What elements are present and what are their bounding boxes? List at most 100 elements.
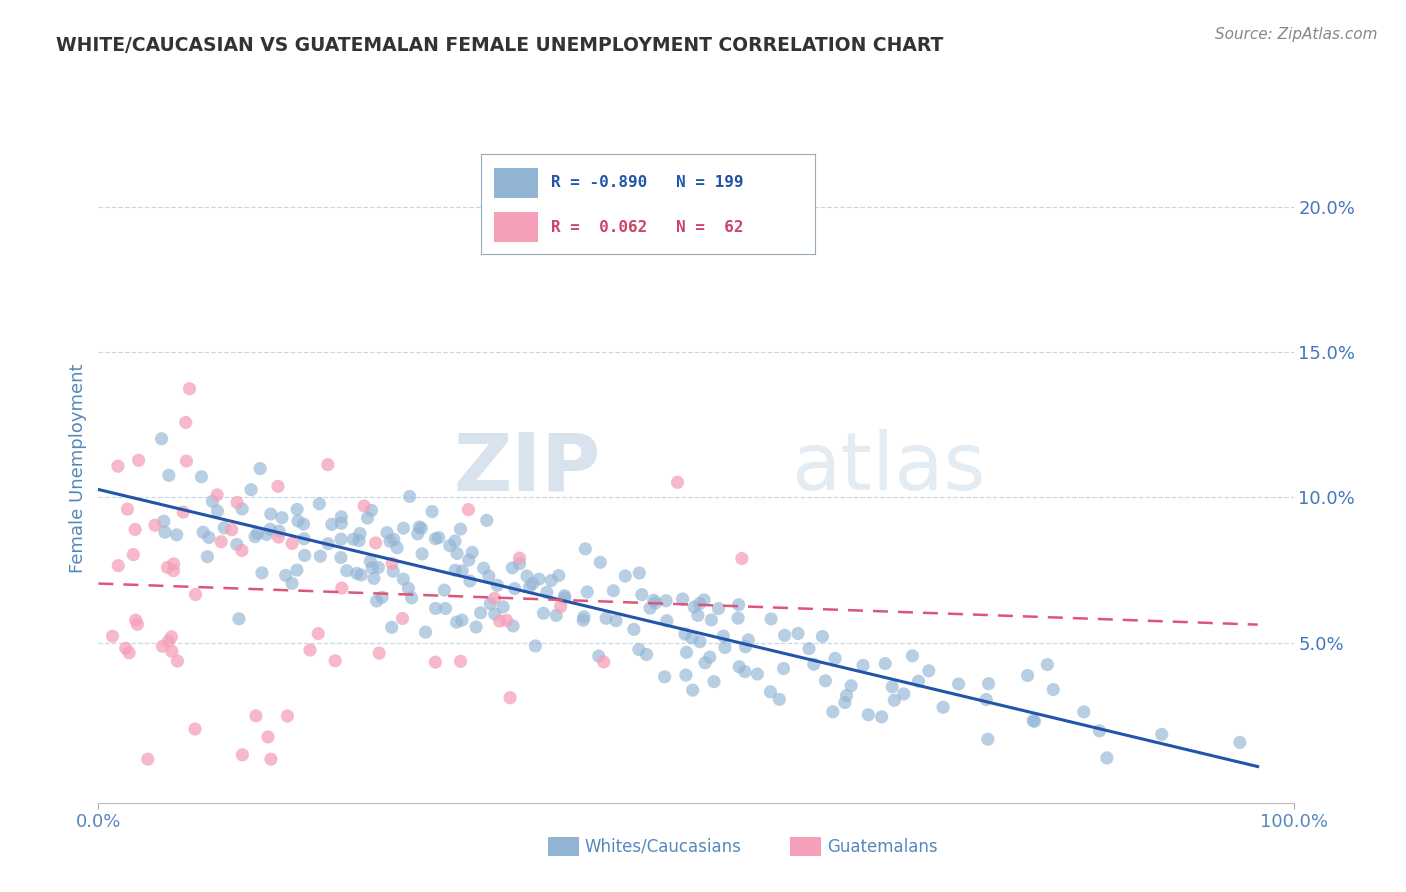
Point bbox=[797, 641, 820, 656]
Point bbox=[254, 527, 277, 541]
Point bbox=[439, 539, 461, 553]
Point bbox=[231, 543, 253, 558]
Point bbox=[727, 611, 749, 625]
Point bbox=[870, 710, 893, 724]
Point bbox=[803, 657, 825, 672]
Point bbox=[382, 564, 405, 578]
Point bbox=[136, 752, 159, 766]
Point bbox=[360, 503, 382, 517]
Point bbox=[536, 585, 558, 599]
Point bbox=[260, 507, 283, 521]
Point bbox=[605, 614, 627, 628]
Point bbox=[285, 563, 308, 577]
Point bbox=[250, 566, 273, 580]
Point bbox=[759, 685, 782, 699]
Point bbox=[231, 747, 253, 762]
Text: Whites/Caucasians: Whites/Caucasians bbox=[585, 838, 742, 855]
Point bbox=[623, 623, 645, 637]
Point bbox=[330, 581, 353, 595]
Point bbox=[321, 517, 343, 532]
Point bbox=[411, 521, 433, 535]
Bar bbox=[495, 168, 537, 198]
Point bbox=[427, 531, 450, 545]
Point bbox=[737, 632, 759, 647]
Point bbox=[714, 640, 737, 655]
Point bbox=[267, 530, 290, 544]
Point bbox=[285, 502, 308, 516]
Text: atlas: atlas bbox=[792, 429, 986, 508]
Point bbox=[444, 534, 467, 549]
Point bbox=[540, 574, 562, 588]
Point bbox=[101, 629, 124, 643]
Point bbox=[274, 568, 297, 582]
Point bbox=[364, 536, 387, 550]
Point bbox=[371, 591, 394, 605]
Point bbox=[381, 557, 404, 571]
Point bbox=[107, 459, 129, 474]
Point bbox=[1073, 705, 1095, 719]
Point bbox=[974, 692, 997, 706]
Point bbox=[231, 502, 253, 516]
Point bbox=[245, 709, 267, 723]
Point bbox=[316, 458, 339, 472]
Point bbox=[308, 497, 330, 511]
Point bbox=[484, 591, 506, 606]
Point bbox=[811, 630, 834, 644]
Point bbox=[638, 601, 661, 615]
Text: ZIP: ZIP bbox=[453, 429, 600, 508]
Point bbox=[773, 628, 796, 642]
Point bbox=[502, 619, 524, 633]
Point bbox=[434, 601, 457, 615]
Point bbox=[572, 613, 595, 627]
Point bbox=[457, 502, 479, 516]
Point bbox=[522, 576, 544, 591]
Bar bbox=[495, 212, 537, 242]
Point bbox=[450, 522, 472, 536]
Point bbox=[711, 629, 734, 643]
Point bbox=[122, 548, 145, 562]
Point bbox=[366, 594, 388, 608]
Point bbox=[281, 536, 304, 550]
Point bbox=[451, 613, 474, 627]
Point bbox=[184, 722, 207, 736]
Point bbox=[932, 700, 955, 714]
Point bbox=[172, 505, 194, 519]
Point bbox=[153, 525, 176, 540]
Point bbox=[307, 626, 329, 640]
Point bbox=[479, 597, 502, 611]
Point bbox=[893, 687, 915, 701]
Point bbox=[503, 582, 526, 596]
Point bbox=[209, 534, 232, 549]
Point bbox=[201, 494, 224, 508]
Point bbox=[190, 470, 212, 484]
Text: R =  0.062   N =  62: R = 0.062 N = 62 bbox=[551, 219, 744, 235]
Point bbox=[824, 651, 846, 665]
Point bbox=[385, 541, 408, 555]
Point bbox=[226, 495, 249, 509]
Point bbox=[948, 677, 970, 691]
Point bbox=[839, 679, 862, 693]
Point bbox=[401, 591, 423, 605]
Point bbox=[246, 526, 269, 541]
Point bbox=[117, 502, 139, 516]
Point bbox=[160, 644, 183, 658]
Point bbox=[309, 549, 332, 564]
Point bbox=[643, 593, 665, 607]
Point bbox=[166, 654, 188, 668]
Point bbox=[240, 483, 263, 497]
Point bbox=[276, 709, 298, 723]
Point bbox=[152, 640, 174, 654]
Point bbox=[550, 599, 572, 614]
Point bbox=[415, 625, 437, 640]
Point bbox=[420, 505, 443, 519]
Point bbox=[212, 521, 235, 535]
Point bbox=[118, 646, 141, 660]
Point bbox=[259, 522, 281, 536]
Point bbox=[359, 554, 381, 568]
Point bbox=[655, 614, 678, 628]
Point bbox=[703, 674, 725, 689]
Point bbox=[589, 555, 612, 569]
Point bbox=[391, 611, 413, 625]
Point bbox=[628, 566, 651, 580]
Point bbox=[484, 607, 506, 621]
